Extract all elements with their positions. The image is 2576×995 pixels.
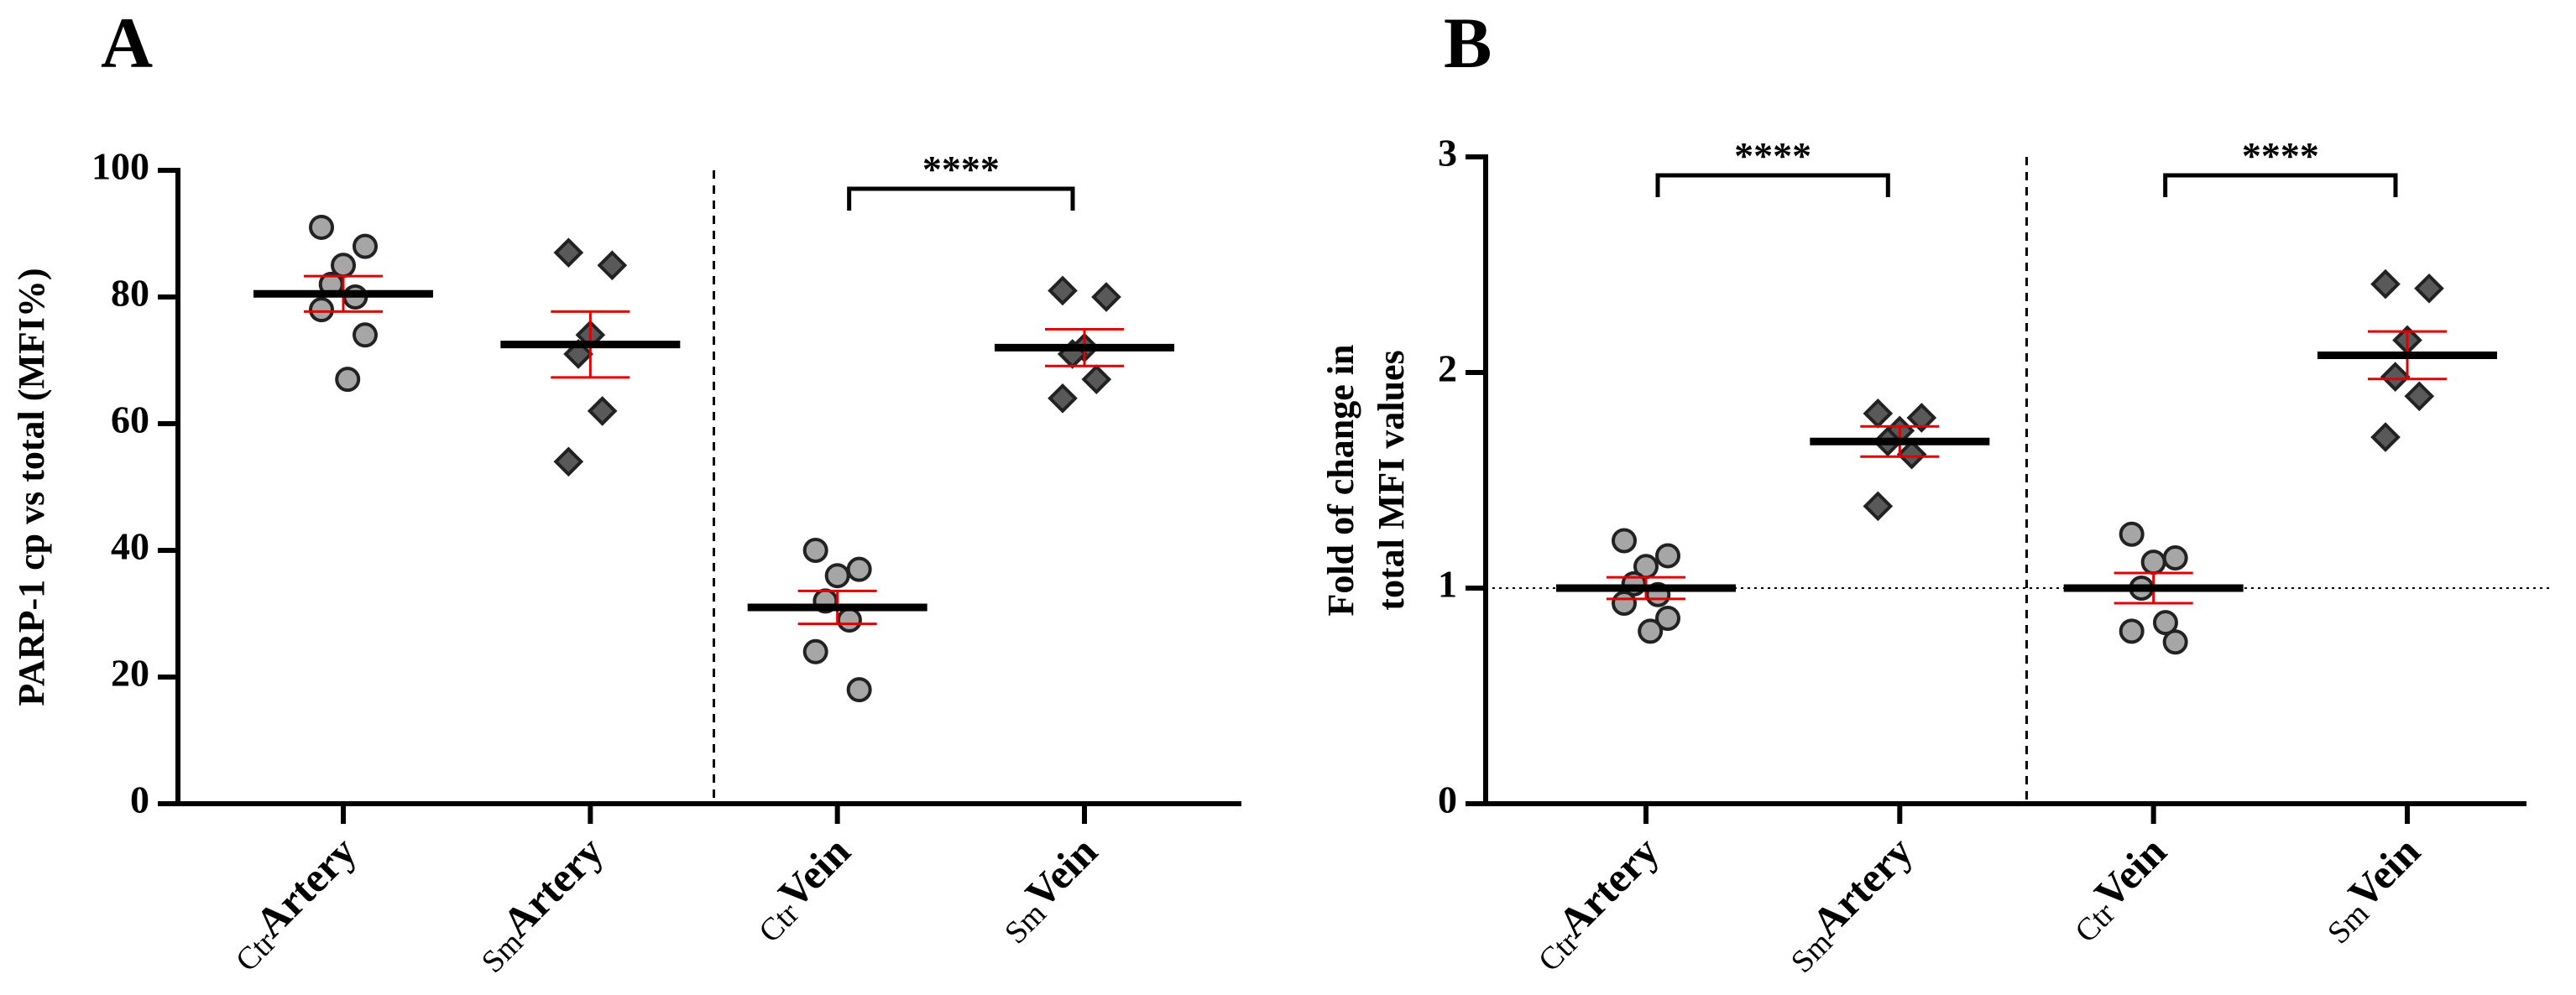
data-point <box>2140 550 2166 576</box>
x-tick-label: CtrVein <box>2056 827 2179 950</box>
data-point <box>309 214 334 240</box>
y-axis-label: PARP-1 cp vs total (MFI%) <box>11 268 52 706</box>
panel-label: A <box>101 3 153 83</box>
data-point <box>824 563 850 589</box>
data-point <box>335 367 361 393</box>
y-tick-label: 2 <box>1438 347 1457 390</box>
significance-bracket <box>847 186 1075 211</box>
data-point <box>1896 439 1927 470</box>
y-tick-label: 0 <box>130 779 149 821</box>
y-tick-label: 60 <box>111 399 149 441</box>
data-point <box>587 396 618 426</box>
data-point <box>553 237 584 268</box>
data-point <box>309 297 334 323</box>
y-tick-label: 100 <box>91 145 149 188</box>
data-point <box>353 322 378 348</box>
y-tick-label: 3 <box>1438 132 1457 175</box>
data-point <box>2162 545 2188 571</box>
data-point <box>597 250 628 281</box>
data-point <box>846 556 872 582</box>
significance-label: **** <box>1734 134 1811 177</box>
data-point <box>2162 629 2188 655</box>
significance-bracket <box>1655 173 1890 197</box>
data-point <box>553 446 584 477</box>
data-point <box>2414 273 2444 304</box>
x-tick-label: SmVein <box>986 827 1110 951</box>
data-point <box>2370 422 2401 452</box>
x-tick-name: Artery <box>493 827 612 946</box>
data-point <box>1081 364 1112 394</box>
data-point <box>1612 528 1637 554</box>
data-point <box>2380 362 2411 392</box>
significance-label: **** <box>2242 134 2319 177</box>
x-tick-label: CtrVein <box>740 827 863 950</box>
data-point <box>846 677 872 703</box>
data-point <box>836 607 862 633</box>
data-point <box>1048 383 1078 414</box>
y-tick-label: 20 <box>111 652 149 695</box>
x-tick-name: Artery <box>1802 827 1921 946</box>
x-tick-label: SmVein <box>2309 827 2432 951</box>
y-tick-label: 0 <box>1438 779 1457 821</box>
x-tick-name: Artery <box>246 827 365 946</box>
data-point <box>802 638 828 664</box>
x-tick-label: SmArtery <box>463 827 616 980</box>
y-tick-label: 40 <box>111 525 149 568</box>
data-point <box>1655 543 1680 569</box>
data-point <box>1612 590 1637 616</box>
data-point <box>2119 521 2145 547</box>
data-point <box>353 233 378 259</box>
data-point <box>1906 403 1937 433</box>
data-point <box>1863 399 1894 429</box>
y-tick-label: 80 <box>111 272 149 315</box>
data-point <box>2152 610 2178 636</box>
y-tick-label: 1 <box>1438 563 1457 606</box>
data-point <box>1863 491 1894 522</box>
significance-bracket <box>2163 173 2398 197</box>
data-point <box>2404 381 2435 412</box>
data-point <box>2119 618 2145 644</box>
x-tick-label: CtrArtery <box>1520 827 1671 978</box>
data-point <box>2370 268 2401 300</box>
data-point <box>1048 275 1078 306</box>
x-tick-label: SmArtery <box>1773 827 1925 980</box>
panel-label: B <box>1444 3 1492 83</box>
significance-label: **** <box>922 148 1000 190</box>
data-point <box>1091 282 1121 312</box>
x-tick-name: Artery <box>1549 827 1668 946</box>
y-axis-label: Fold of change in <box>1320 345 1361 617</box>
data-point <box>802 538 828 563</box>
x-tick-label: CtrArtery <box>217 827 368 978</box>
data-point <box>1638 618 1664 644</box>
y-axis-label: total MFI values <box>1371 350 1412 610</box>
data-point <box>1655 605 1680 631</box>
